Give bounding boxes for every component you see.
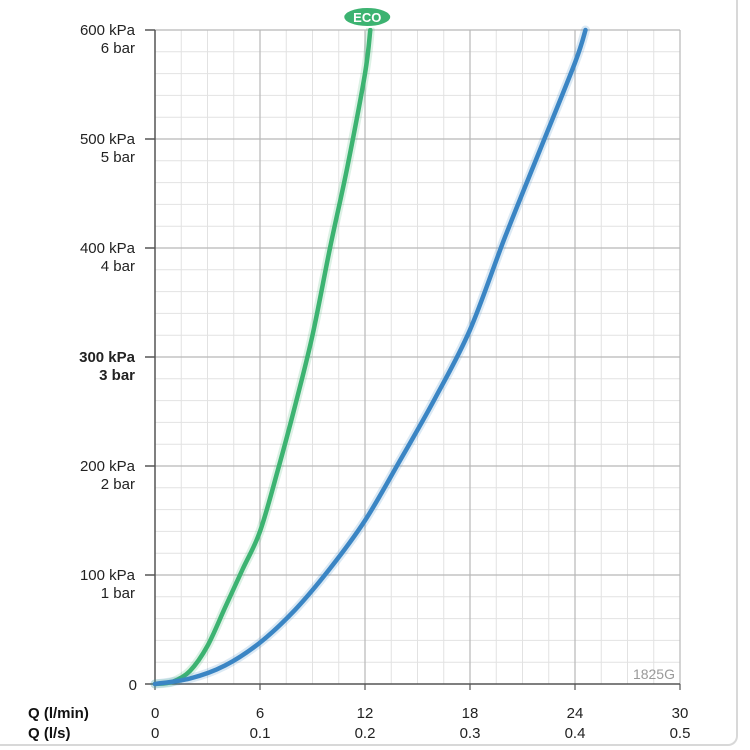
y-tick-label: 400 kPa (80, 240, 136, 257)
x-axis-name: Q (l/min) (28, 705, 89, 722)
x-tick-label: 0.3 (460, 725, 481, 742)
chart-frame (0, 0, 738, 746)
standard-curve (152, 27, 588, 687)
y-tick-label: 100 kPa (80, 567, 136, 584)
y-tick-sublabel: 5 bar (101, 149, 135, 166)
y-tick-label: 0 (129, 677, 137, 694)
y-tick-sublabel: 1 bar (101, 585, 135, 602)
model-label: 1825G (633, 666, 675, 682)
x-tick-label: 0.5 (670, 725, 691, 742)
y-tick-sublabel: 6 bar (101, 40, 135, 57)
axes (145, 29, 681, 690)
x-tick-label: 24 (567, 705, 584, 722)
x-tick-label: 0.2 (355, 725, 376, 742)
x-tick-label: 12 (357, 705, 374, 722)
x-tick-label: 18 (462, 705, 479, 722)
series-badges: ECO (342, 6, 393, 28)
y-tick-label: 500 kPa (80, 131, 136, 148)
eco-badge-label: ECO (353, 10, 381, 25)
y-tick-label: 200 kPa (80, 458, 136, 475)
y-tick-label: 600 kPa (80, 22, 136, 39)
x-tick-label: 0.4 (565, 725, 586, 742)
x-tick-label: 0.1 (250, 725, 271, 742)
x-axis-labels: Q (l/min) 0 6 12 18 24 30 Q (l/s) 0 0.1 0.2 0.3 0.4 0… (28, 705, 690, 742)
y-tick-sublabel: 4 bar (101, 258, 135, 275)
x-tick-label: 6 (256, 705, 264, 722)
x-tick-label: 30 (672, 705, 689, 722)
x-tick-label: 0 (151, 725, 159, 742)
y-tick-sublabel: 3 bar (99, 367, 135, 384)
y-tick-sublabel: 2 bar (101, 476, 135, 493)
series-curves (150, 25, 590, 689)
x-tick-label: 0 (151, 705, 159, 722)
major-grid (155, 29, 681, 684)
eco-badge (342, 6, 393, 28)
eco-curve (152, 27, 373, 687)
y-tick-label: 300 kPa (79, 349, 136, 366)
x-axis-name: Q (l/s) (28, 725, 71, 742)
